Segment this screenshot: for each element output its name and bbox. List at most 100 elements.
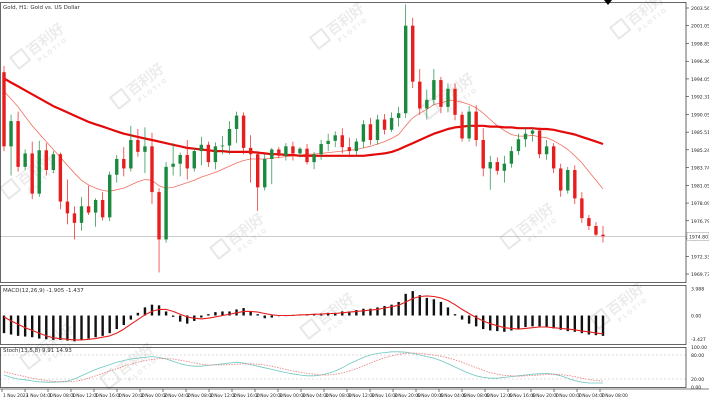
candle-body[interactable] — [277, 149, 281, 156]
candle-body[interactable] — [566, 170, 570, 191]
candle-body[interactable] — [234, 115, 239, 129]
candle-body[interactable] — [30, 153, 34, 194]
candle-body[interactable] — [559, 168, 563, 191]
candle-body[interactable] — [411, 25, 415, 82]
candle-body[interactable] — [467, 111, 471, 139]
candle-body[interactable] — [255, 154, 260, 188]
candle-body[interactable] — [495, 162, 499, 171]
candle-body[interactable] — [439, 80, 443, 107]
candle-body[interactable] — [72, 213, 77, 223]
stochastic-panel[interactable]: 100.00 80.00 20.00 0.00 — [0, 345, 707, 391]
candle-body[interactable] — [37, 150, 41, 194]
candle-body[interactable] — [375, 119, 380, 141]
price-panel[interactable]: 2003.56 2001.05 1998.85 1996.36 1994.05 1992.… — [0, 4, 709, 278]
candle-body[interactable] — [150, 146, 154, 193]
candle-body[interactable] — [136, 140, 140, 152]
candle-body[interactable] — [425, 99, 429, 109]
candle-body[interactable] — [573, 170, 577, 199]
candle-body[interactable] — [248, 147, 253, 155]
candle-body[interactable] — [206, 144, 211, 163]
candle-body[interactable] — [382, 119, 387, 130]
chart-shift-marker-icon[interactable] — [604, 0, 612, 5]
candle-body[interactable] — [502, 163, 507, 171]
candle-body[interactable] — [100, 199, 105, 218]
candle-body[interactable] — [298, 148, 302, 154]
candle-body[interactable] — [270, 149, 274, 159]
candle-body[interactable] — [432, 80, 436, 100]
candle-body[interactable] — [16, 121, 20, 167]
candle-body[interactable] — [319, 143, 323, 155]
candle-body[interactable] — [530, 130, 535, 134]
candle-body[interactable] — [418, 81, 422, 109]
price-tick-label: 1992.31 — [691, 95, 709, 101]
candle-body[interactable] — [79, 206, 84, 223]
macd-histogram-bar — [460, 315, 464, 320]
candle-body[interactable] — [389, 117, 394, 130]
candle-body[interactable] — [86, 206, 91, 213]
candle-body[interactable] — [523, 133, 528, 140]
candle-body[interactable] — [326, 140, 330, 144]
candle-body[interactable] — [488, 162, 492, 169]
candle-body[interactable] — [354, 141, 359, 152]
candle-body[interactable] — [23, 153, 27, 167]
candle-body[interactable] — [594, 226, 598, 235]
candle-body[interactable] — [587, 218, 591, 226]
candle-body[interactable] — [537, 130, 542, 155]
candle-body[interactable] — [227, 128, 232, 146]
candle-body[interactable] — [333, 135, 337, 141]
candle-body[interactable] — [368, 124, 373, 141]
candle-body[interactable] — [580, 198, 584, 219]
candle-body[interactable] — [403, 25, 408, 114]
candle-body[interactable] — [51, 154, 56, 170]
candle-body[interactable] — [157, 192, 161, 240]
candle-body[interactable] — [305, 148, 309, 163]
candle-body[interactable] — [509, 151, 514, 164]
candle-body[interactable] — [312, 154, 316, 163]
candle-body[interactable] — [9, 121, 13, 147]
candle-body[interactable] — [178, 155, 182, 164]
candle-body[interactable] — [291, 146, 295, 154]
macd-histogram-bar — [348, 311, 351, 316]
candle-body[interactable] — [185, 155, 189, 169]
candle-body[interactable] — [516, 139, 521, 152]
candle-body[interactable] — [164, 166, 168, 240]
stoch-tick-label: 0.00 — [691, 385, 701, 391]
macd-histogram-bar — [376, 307, 379, 316]
candle-body[interactable] — [284, 146, 288, 156]
candle-body[interactable] — [93, 199, 98, 213]
candle-body[interactable] — [143, 146, 147, 152]
candle-body[interactable] — [446, 88, 450, 107]
candle-body[interactable] — [347, 147, 352, 152]
candle-body[interactable] — [58, 154, 63, 202]
candle-body[interactable] — [396, 113, 401, 118]
macd-histogram-bar — [270, 315, 273, 318]
candle-body[interactable] — [44, 150, 48, 170]
candle-body[interactable] — [361, 124, 366, 142]
candle-body[interactable] — [241, 115, 246, 148]
candle-body[interactable] — [453, 88, 457, 115]
macd-panel[interactable]: 3.988 0.00 -3.427 — [2, 286, 706, 343]
macd-histogram-bar — [221, 311, 224, 316]
candle-body[interactable] — [65, 201, 70, 214]
candle-body[interactable] — [220, 145, 225, 147]
candle-body[interactable] — [213, 146, 218, 163]
candle-body[interactable] — [551, 146, 556, 169]
candle-body[interactable] — [199, 144, 204, 152]
candle-body[interactable] — [340, 135, 344, 148]
candle-body[interactable] — [129, 140, 133, 169]
candle-body[interactable] — [474, 111, 478, 141]
candle-body[interactable] — [544, 146, 549, 155]
candle-body[interactable] — [108, 174, 112, 218]
candle-body[interactable] — [122, 158, 126, 169]
candle-body[interactable] — [601, 234, 605, 237]
candle-body[interactable] — [460, 114, 464, 139]
candle-body[interactable] — [171, 163, 175, 167]
candle-body[interactable] — [2, 72, 6, 147]
candle-body[interactable] — [481, 140, 485, 169]
candle-body[interactable] — [263, 158, 267, 188]
candle-body[interactable] — [192, 151, 196, 169]
candle-body[interactable] — [115, 158, 119, 175]
